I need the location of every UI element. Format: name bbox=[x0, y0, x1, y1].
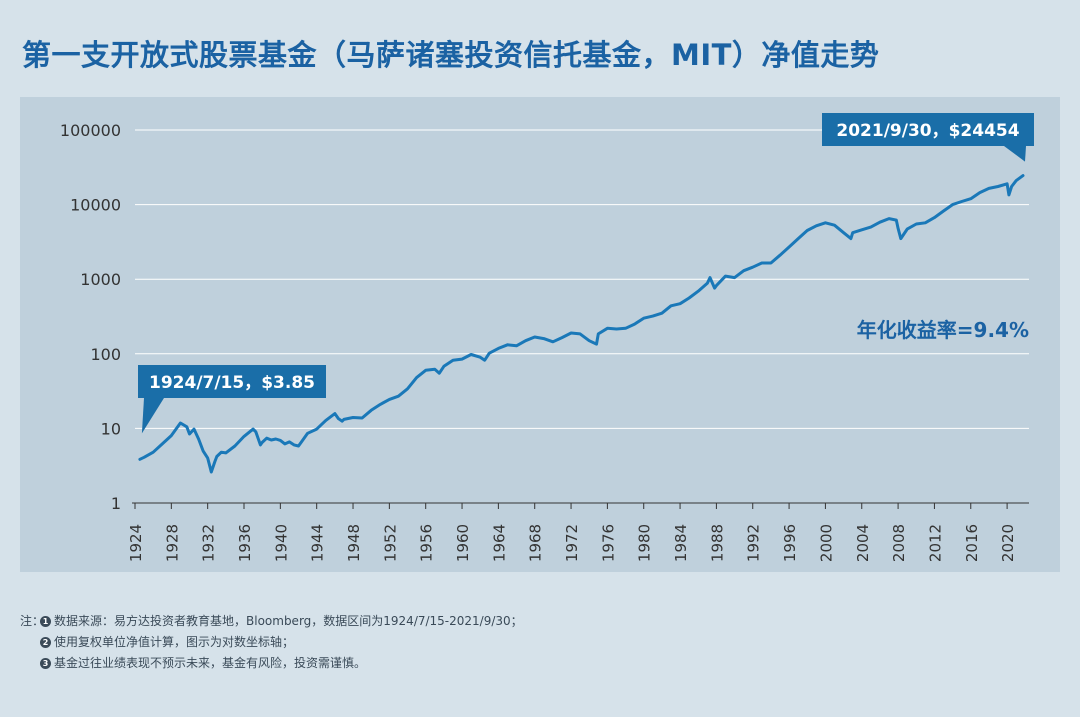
x-tick-label-1964: 1964 bbox=[490, 524, 508, 562]
start-callout-box bbox=[138, 365, 326, 398]
end-callout-label: 2021/9/30，$24454 bbox=[836, 121, 1019, 141]
footnote-3: 3 基金过往业绩表现不预示未来，基金有风险，投资需谨慎。 bbox=[20, 653, 523, 674]
x-tick-label-1996: 1996 bbox=[781, 524, 799, 562]
y-tick-label-100: 100 bbox=[90, 345, 121, 364]
footnote-prefix: 注： bbox=[20, 614, 45, 628]
x-tick-label-2004: 2004 bbox=[854, 524, 872, 562]
x-tick-label-2020: 2020 bbox=[999, 524, 1017, 562]
end-callout-box bbox=[822, 113, 1034, 146]
y-tick-label-100000: 100000 bbox=[60, 121, 121, 140]
x-tick-label-1976: 1976 bbox=[599, 524, 617, 562]
x-tick-label-2016: 2016 bbox=[963, 524, 981, 562]
end-callout-pointer bbox=[1004, 146, 1026, 162]
x-tick-label-1968: 1968 bbox=[527, 524, 545, 562]
x-tick-label-1980: 1980 bbox=[636, 524, 654, 562]
x-tick-label-1940: 1940 bbox=[272, 524, 290, 562]
x-tick-label-1956: 1956 bbox=[418, 524, 436, 562]
nav-series-line bbox=[138, 174, 1025, 474]
x-tick-label-1992: 1992 bbox=[745, 524, 763, 562]
x-tick-label-1944: 1944 bbox=[309, 524, 327, 562]
x-tick-label-1948: 1948 bbox=[345, 524, 363, 562]
footnote-text-1: 数据来源：易方达投资者教育基地，Bloomberg，数据区间为1924/7/15… bbox=[54, 614, 523, 628]
x-tick-label-1984: 1984 bbox=[672, 524, 690, 562]
y-tick-label-10: 10 bbox=[101, 419, 121, 438]
y-tick-label-10000: 10000 bbox=[70, 196, 121, 215]
x-tick-label-1972: 1972 bbox=[563, 524, 581, 562]
footnote-1: 注： 1 数据来源：易方达投资者教育基地，Bloomberg，数据区间为1924… bbox=[20, 611, 523, 632]
footnote-number-3: 3 bbox=[40, 658, 51, 669]
chart-title: 第一支开放式股票基金（马萨诸塞投资信托基金，MIT）净值走势 bbox=[22, 38, 880, 72]
start-callout-label: 1924/7/15，$3.85 bbox=[149, 373, 315, 393]
footnote-number-1: 1 bbox=[40, 616, 51, 627]
x-tick-label-2000: 2000 bbox=[817, 524, 835, 562]
footnote-2: 2 使用复权单位净值计算，图示为对数坐标轴； bbox=[20, 632, 523, 653]
x-tick-label-1924: 1924 bbox=[127, 524, 145, 562]
footnotes: 注： 1 数据来源：易方达投资者教育基地，Bloomberg，数据区间为1924… bbox=[20, 611, 523, 674]
y-tick-label-1: 1 bbox=[111, 494, 121, 513]
footnote-number-2: 2 bbox=[40, 637, 51, 648]
x-tick-label-1928: 1928 bbox=[163, 524, 181, 562]
annualized-return-label: 年化收益率=9.4% bbox=[857, 318, 1029, 342]
y-tick-label-1000: 1000 bbox=[80, 270, 121, 289]
nav-line-chart: 100000 10000 1000 100 10 1 1924 1928 1932 1936 194… bbox=[60, 113, 1034, 562]
x-tick-label-1988: 1988 bbox=[708, 524, 726, 562]
x-tick-label-1952: 1952 bbox=[381, 524, 399, 562]
footnote-text-3: 基金过往业绩表现不预示未来，基金有风险，投资需谨慎。 bbox=[54, 656, 367, 670]
start-callout-pointer bbox=[141, 398, 164, 434]
x-tick-label-2008: 2008 bbox=[890, 524, 908, 562]
footnote-text-2: 使用复权单位净值计算，图示为对数坐标轴； bbox=[54, 635, 295, 649]
chart-panel: 100000 10000 1000 100 10 1 1924 1928 1932 1936 194… bbox=[20, 97, 1060, 572]
x-tick-label-1936: 1936 bbox=[236, 524, 254, 562]
x-tick-label-1960: 1960 bbox=[454, 524, 472, 562]
x-tick-label-2012: 2012 bbox=[926, 524, 944, 562]
x-tick-label-1932: 1932 bbox=[200, 524, 218, 562]
